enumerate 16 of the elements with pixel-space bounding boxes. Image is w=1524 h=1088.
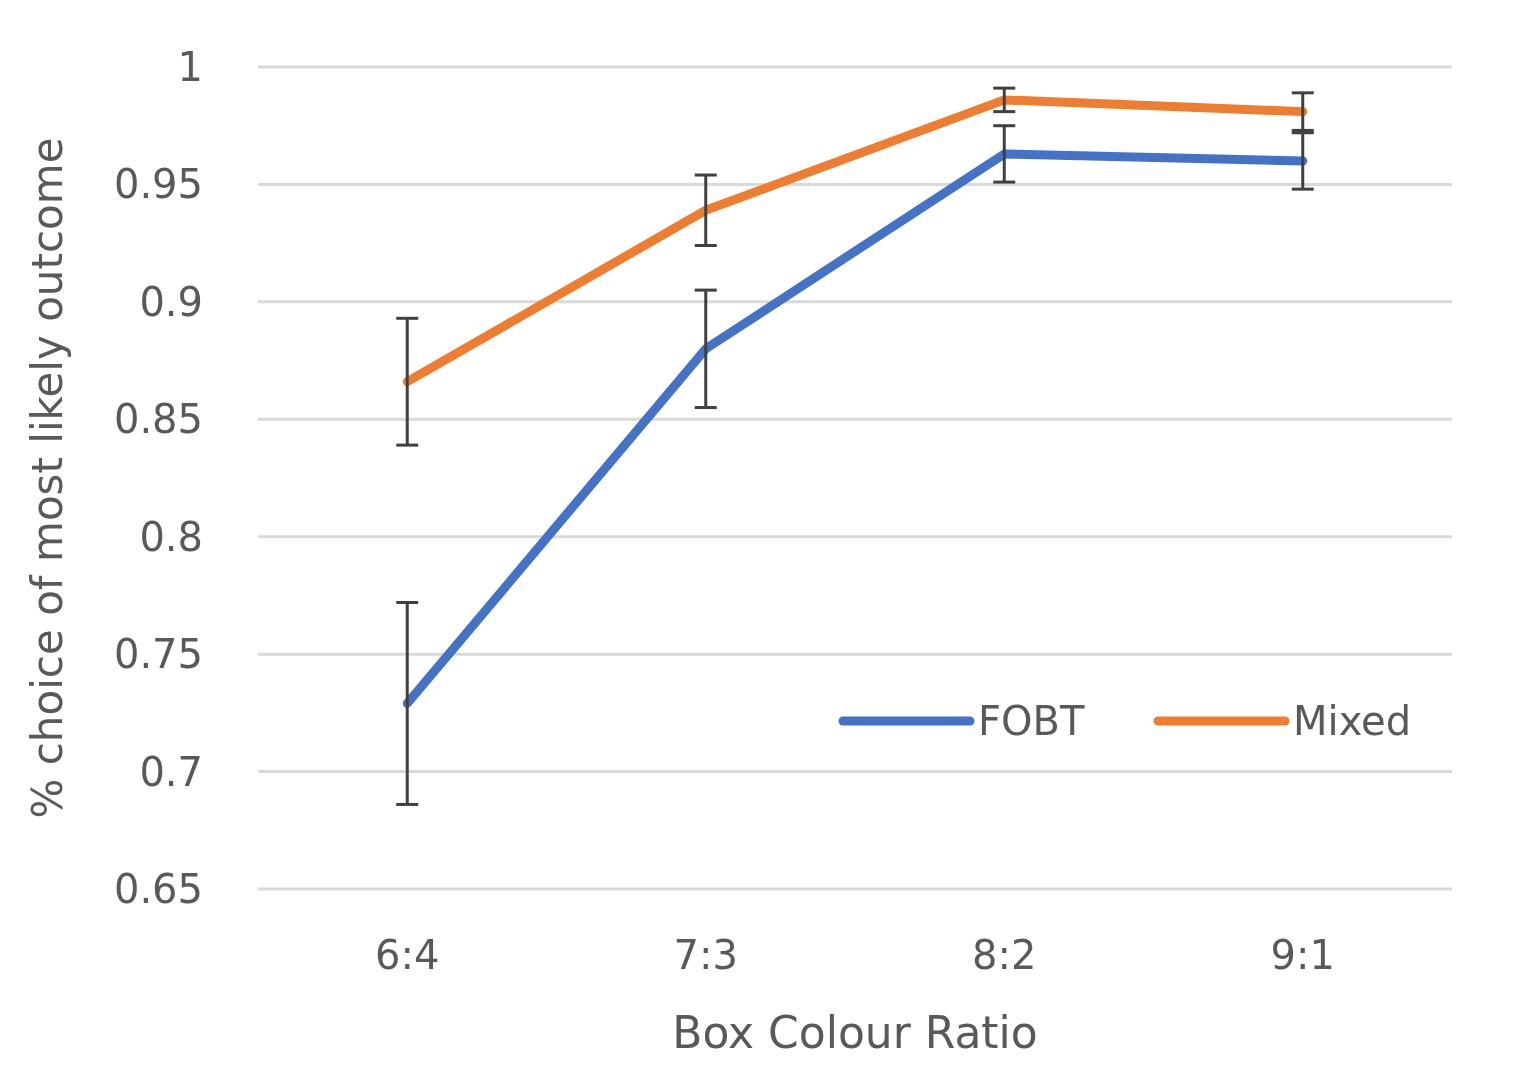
y-tick-label: 0.75 [113, 631, 203, 678]
y-tick-label: 0.8 [139, 513, 203, 560]
y-tick-label: 0.95 [113, 161, 203, 208]
x-tick-label: 8:2 [972, 932, 1037, 978]
y-tick-label: 1 [177, 44, 203, 90]
y-tick-label: 0.9 [139, 278, 203, 325]
legend-label: Mixed [1293, 698, 1412, 744]
x-tick-label: 7:3 [673, 932, 738, 978]
x-tick-label: 9:1 [1270, 932, 1335, 978]
x-tick-label: 6:4 [375, 932, 440, 978]
y-tick-label: 0.7 [139, 748, 203, 795]
x-axis-title: Box Colour Ratio [672, 1007, 1038, 1058]
y-axis-title: % choice of most likely outcome [23, 137, 72, 819]
y-tick-label: 0.85 [113, 396, 203, 443]
y-tick-label: 0.65 [113, 866, 203, 912]
legend-label: FOBT [978, 698, 1085, 744]
